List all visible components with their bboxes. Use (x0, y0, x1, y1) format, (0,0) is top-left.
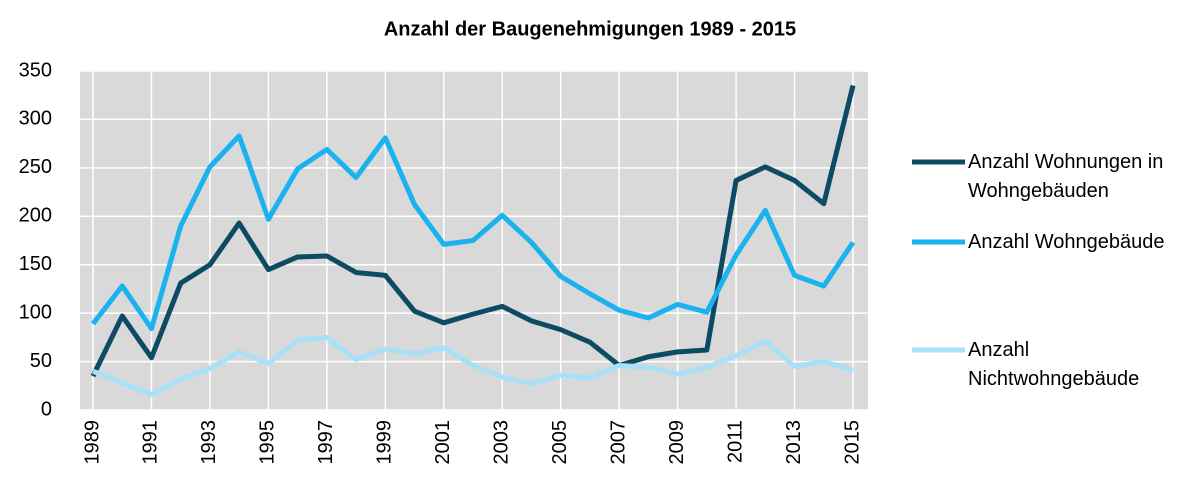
x-tick-label: 2013 (783, 420, 805, 465)
x-tick-label: 1991 (140, 420, 162, 465)
y-tick-label: 0 (41, 398, 52, 420)
legend-label: Anzahl Nichtwohngebäude (968, 339, 1140, 390)
x-tick-label: 1993 (198, 420, 220, 465)
y-tick-label: 200 (19, 205, 52, 227)
series-line (91, 133, 856, 332)
y-tick-label: 300 (19, 108, 52, 130)
x-tick-label: 1999 (374, 420, 396, 465)
y-tick-label: 250 (19, 156, 52, 178)
x-tick-label: 2005 (549, 420, 571, 465)
y-tick-label: 100 (19, 301, 52, 323)
x-tick-label: 2001 (432, 420, 454, 465)
y-tick-label: 50 (30, 350, 52, 372)
x-tick-label: 1995 (257, 420, 279, 465)
x-tick-label: 2003 (491, 420, 513, 465)
legend-label: Anzahl Wohnungen in Wohngebäuden (968, 151, 1164, 202)
legend-label: Anzahl Wohngebäude (968, 231, 1165, 253)
chart-title: Anzahl der Baugenehmigungen 1989 - 2015 (384, 18, 796, 40)
y-tick-label: 150 (19, 253, 52, 275)
x-tick-label: 2007 (607, 420, 629, 465)
y-tick-label: 350 (19, 59, 52, 81)
x-tick-label: 1989 (81, 420, 103, 465)
series-line (90, 84, 856, 378)
x-tick-label: 1997 (315, 420, 337, 465)
x-tick-label: 2015 (841, 420, 863, 465)
series-line (92, 334, 854, 398)
x-tick-label: 2011 (724, 420, 746, 463)
x-tick-label: 2009 (666, 420, 688, 465)
